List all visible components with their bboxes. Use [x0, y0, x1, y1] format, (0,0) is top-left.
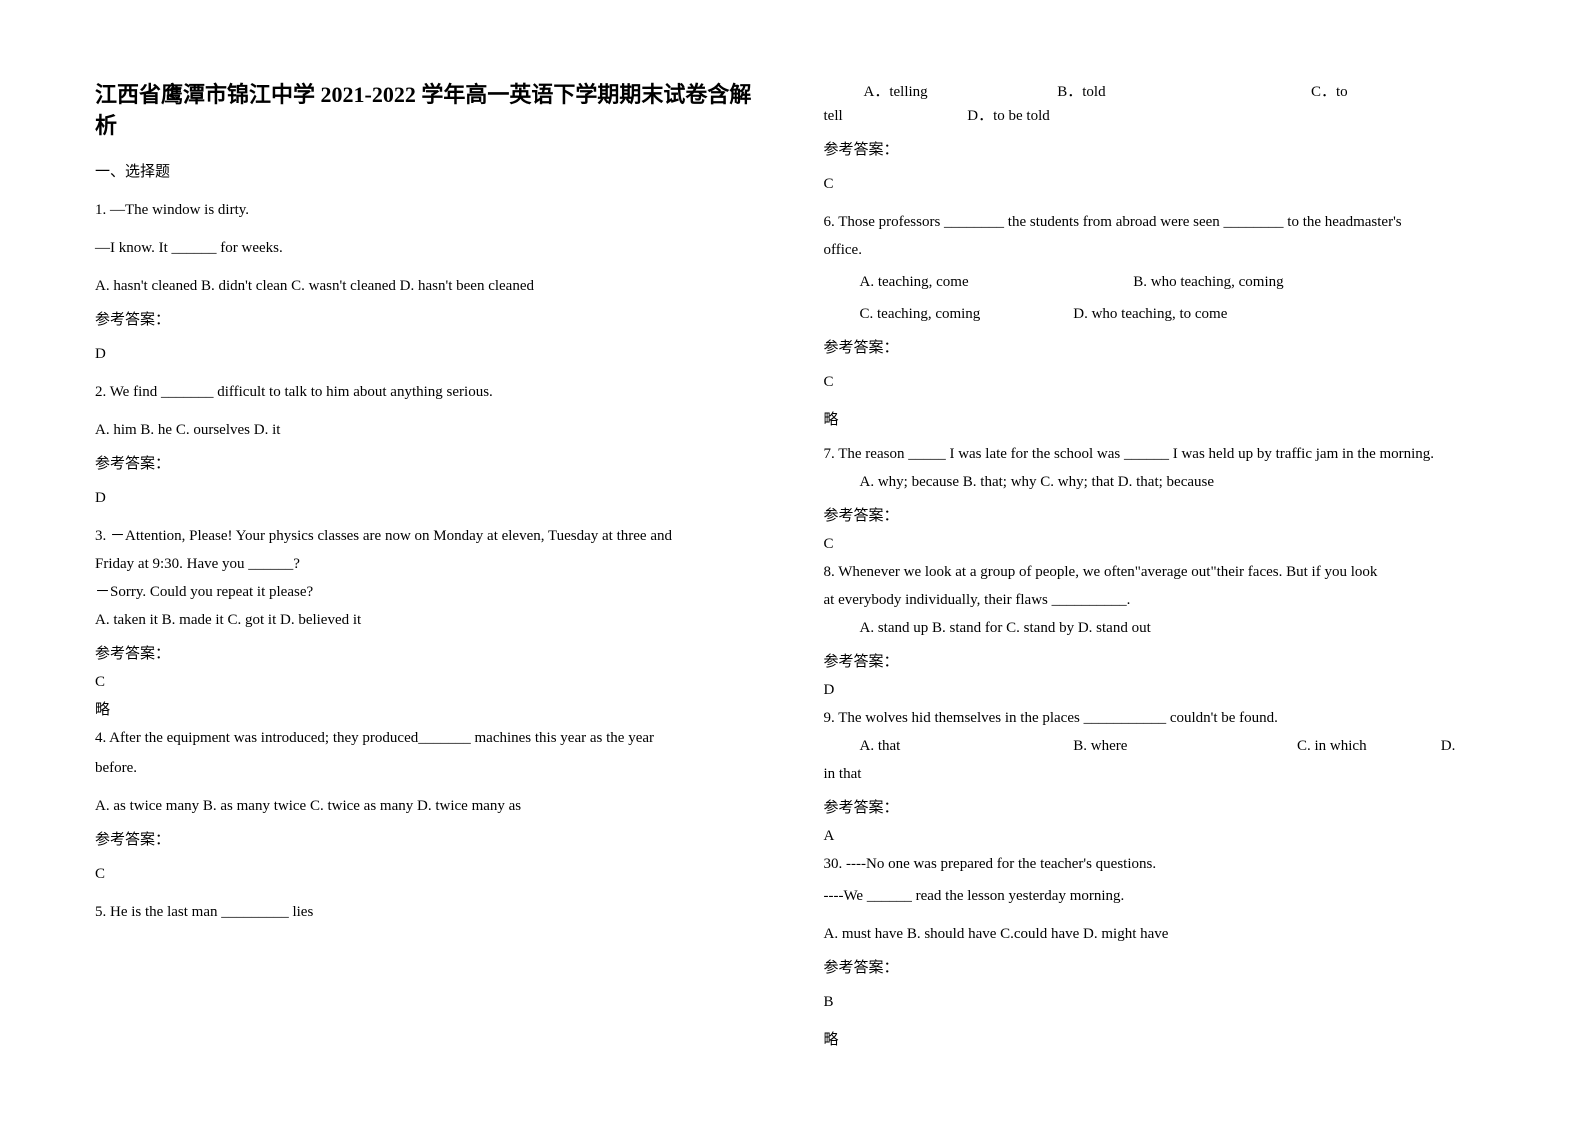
- q5-options-row1: A．telling B．told C．to: [824, 80, 1493, 104]
- q1-line2: —I know. It ______ for weeks.: [95, 236, 764, 260]
- q5-answer: C: [824, 172, 1493, 196]
- q6-options-row1: A. teaching, come B. who teaching, comin…: [824, 270, 1493, 294]
- q6-omit: 略: [824, 408, 1493, 432]
- q5-options-row2: tell D．to be told: [824, 104, 1493, 128]
- q6-line2: office.: [824, 238, 1493, 262]
- q9-opt-b: B. where: [1073, 734, 1293, 758]
- q10-options: A. must have B. should have C.could have…: [824, 922, 1493, 946]
- q2-answer: D: [95, 486, 764, 510]
- left-column: 江西省鹰潭市锦江中学 2021-2022 学年高一英语下学期期末试卷含解析 一、…: [95, 80, 764, 1062]
- q5-opt-a: A．telling: [824, 80, 1054, 104]
- q6-opt-a: A. teaching, come: [860, 270, 1130, 294]
- q3-options: A. taken it B. made it C. got it D. beli…: [95, 608, 764, 632]
- q4-options: A. as twice many B. as many twice C. twi…: [95, 794, 764, 818]
- q1-options: A. hasn't cleaned B. didn't clean C. was…: [95, 274, 764, 298]
- q4-line2: before.: [95, 756, 764, 780]
- q4-answer-label: 参考答案：: [95, 828, 764, 852]
- q3-line1: 3. －Attention, Please! Your physics clas…: [95, 524, 764, 548]
- q5-opt-b: B．told: [1057, 80, 1307, 104]
- q1-answer: D: [95, 342, 764, 366]
- q7-answer: C: [824, 532, 1493, 556]
- q9-opt-d: D.: [1441, 734, 1456, 758]
- q10-line1: 30. ----No one was prepared for the teac…: [824, 852, 1493, 876]
- q8-line2: at everybody individually, their flaws _…: [824, 588, 1493, 612]
- q6-opt-b: B. who teaching, coming: [1133, 270, 1283, 294]
- q8-line1: 8. Whenever we look at a group of people…: [824, 560, 1493, 584]
- q5-opt-c-tell: tell: [824, 104, 964, 128]
- q2-stem: 2. We find _______ difficult to talk to …: [95, 380, 764, 404]
- q3-line3: －Sorry. Could you repeat it please?: [95, 580, 764, 604]
- q10-answer: B: [824, 990, 1493, 1014]
- q5-opt-c: C．to: [1311, 80, 1348, 104]
- q6-answer-label: 参考答案：: [824, 336, 1493, 360]
- q9-answer: A: [824, 824, 1493, 848]
- q6-answer: C: [824, 370, 1493, 394]
- right-column: A．telling B．told C．to tell D．to be told …: [824, 80, 1493, 1062]
- q3-line2: Friday at 9:30. Have you ______?: [95, 552, 764, 576]
- q1-line1: 1. —The window is dirty.: [95, 198, 764, 222]
- q4-answer: C: [95, 862, 764, 886]
- q6-line1: 6. Those professors ________ the student…: [824, 210, 1493, 234]
- q4-line1: 4. After the equipment was introduced; t…: [95, 726, 764, 750]
- q9-opt-c: C. in which: [1297, 734, 1437, 758]
- q8-answer-label: 参考答案：: [824, 650, 1493, 674]
- q10-omit: 略: [824, 1028, 1493, 1052]
- q2-options: A. him B. he C. ourselves D. it: [95, 418, 764, 442]
- q1-answer-label: 参考答案：: [95, 308, 764, 332]
- q9-answer-label: 参考答案：: [824, 796, 1493, 820]
- q9-line2: in that: [824, 762, 1493, 786]
- q6-options-row2: C. teaching, coming D. who teaching, to …: [824, 302, 1493, 326]
- q6-opt-c: C. teaching, coming: [860, 302, 1070, 326]
- q10-line2: ----We ______ read the lesson yesterday …: [824, 884, 1493, 908]
- q8-answer: D: [824, 678, 1493, 702]
- section-header: 一、选择题: [95, 160, 764, 184]
- q3-omit: 略: [95, 698, 764, 722]
- q5-stem: 5. He is the last man _________ lies: [95, 900, 764, 924]
- q10-answer-label: 参考答案：: [824, 956, 1493, 980]
- q9-opt-a: A. that: [860, 734, 1070, 758]
- q3-answer: C: [95, 670, 764, 694]
- q9-options-row1: A. that B. where C. in which D.: [824, 734, 1493, 758]
- q7-options: A. why; because B. that; why C. why; tha…: [824, 470, 1493, 494]
- page-title: 江西省鹰潭市锦江中学 2021-2022 学年高一英语下学期期末试卷含解析: [95, 80, 764, 142]
- q6-opt-d: D. who teaching, to come: [1073, 302, 1227, 326]
- q8-options: A. stand up B. stand for C. stand by D. …: [824, 616, 1493, 640]
- q3-answer-label: 参考答案：: [95, 642, 764, 666]
- q7-stem: 7. The reason _____ I was late for the s…: [824, 442, 1493, 466]
- q5-opt-d: D．to be told: [967, 104, 1050, 128]
- q5-answer-label: 参考答案：: [824, 138, 1493, 162]
- q7-answer-label: 参考答案：: [824, 504, 1493, 528]
- q2-answer-label: 参考答案：: [95, 452, 764, 476]
- q9-stem: 9. The wolves hid themselves in the plac…: [824, 706, 1493, 730]
